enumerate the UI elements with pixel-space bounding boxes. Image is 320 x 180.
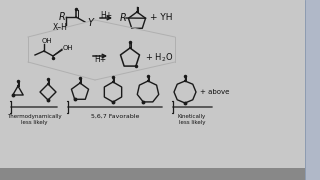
Text: Y: Y bbox=[87, 18, 93, 28]
Text: + above: + above bbox=[200, 89, 229, 95]
Text: Thermodynamically
less likely: Thermodynamically less likely bbox=[7, 114, 61, 125]
Text: H+: H+ bbox=[94, 55, 106, 64]
Text: X–H: X–H bbox=[52, 24, 68, 33]
Text: Kinetically
less likely: Kinetically less likely bbox=[178, 114, 206, 125]
Bar bbox=[305, 0, 320, 180]
Text: H+: H+ bbox=[100, 10, 112, 19]
Text: + H$_2$O: + H$_2$O bbox=[145, 52, 173, 64]
Text: R: R bbox=[59, 12, 65, 22]
Text: + YH: + YH bbox=[150, 14, 172, 22]
Bar bbox=[0, 168, 305, 180]
Text: OH: OH bbox=[63, 45, 74, 51]
Text: 5,6,7 Favorable: 5,6,7 Favorable bbox=[91, 114, 139, 119]
Text: OH: OH bbox=[42, 38, 52, 44]
Text: R: R bbox=[120, 13, 126, 23]
